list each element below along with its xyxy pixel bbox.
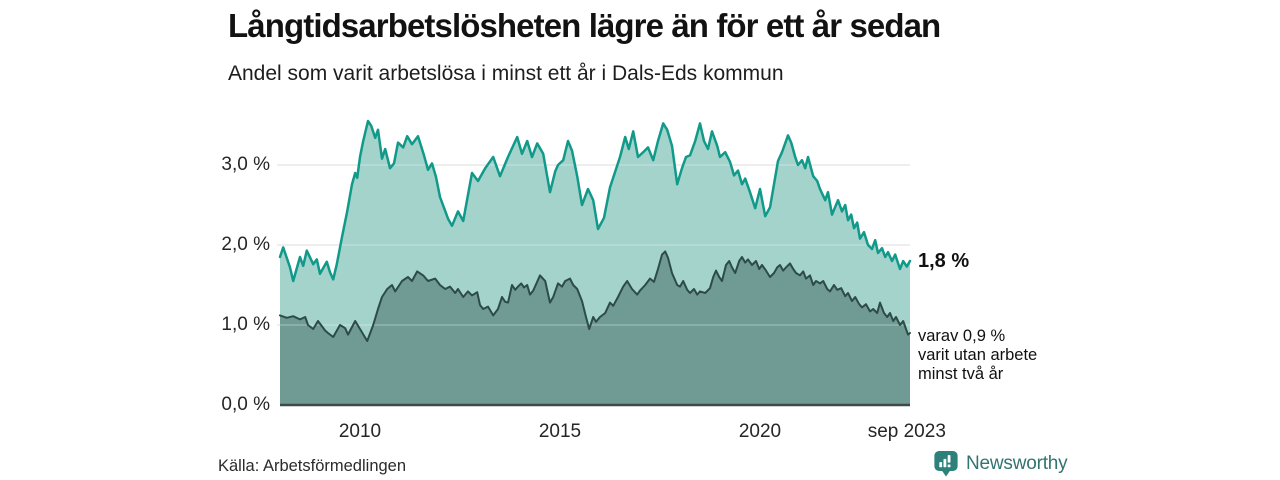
area-fill-unemployed-two-years [280,251,910,405]
end-value-label-total: 1,8 % [918,250,970,272]
x-tick-label: sep 2023 [867,421,946,442]
subset-label-line-1: varav 0,9 % [918,327,1006,345]
page-subtitle: Andel som varit arbetslösa i minst ett å… [228,62,784,85]
newsworthy-speech-bubble-bar-chart-icon [934,451,958,477]
y-tick-label: 0,0 % [221,394,270,415]
y-tick-label: 3,0 % [221,154,270,175]
subset-label-line-2: varit utan arbete [918,346,1038,364]
brand-wordmark: Newsworthy [966,453,1068,474]
x-tick-label: 2020 [738,421,782,442]
end-value-label-subset: varav 0,9 % varit utan arbete minst två … [918,327,1037,384]
y-tick-label: 1,0 % [221,314,270,335]
line-unemployed-one-year [278,119,912,283]
x-tick-label: 2010 [338,421,382,442]
x-tick-label: 2015 [538,421,582,442]
subset-label-line-3: minst två år [918,365,1004,383]
y-tick-label: 2,0 % [221,234,270,255]
page-title: Långtidsarbetslösheten lägre än för ett … [228,7,941,44]
line-unemployed-two-years [279,250,911,342]
brand-logo: Newsworthy [933,449,1068,479]
source-attribution: Källa: Arbetsförmedlingen [218,457,407,475]
